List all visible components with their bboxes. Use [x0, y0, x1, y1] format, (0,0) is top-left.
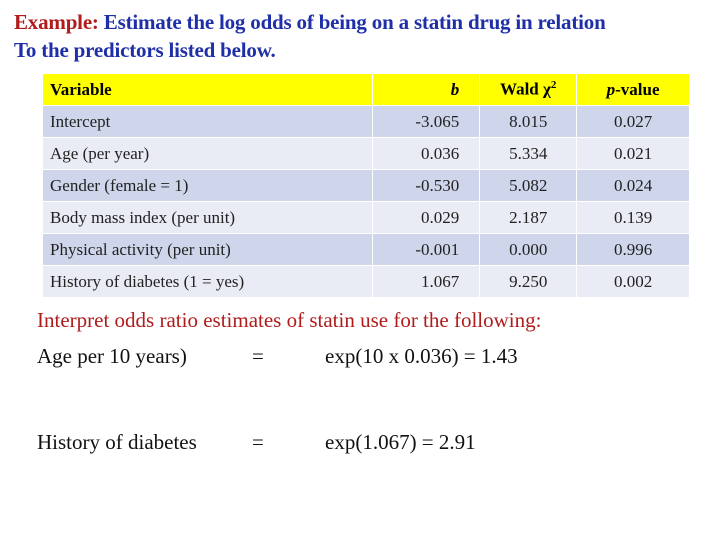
cell-wald: 5.334	[479, 137, 578, 170]
cell-p: 0.021	[576, 137, 690, 170]
cell-b: -0.001	[372, 233, 481, 266]
cell-variable: Age (per year)	[41, 137, 374, 170]
cell-wald: 0.000	[479, 233, 578, 266]
cell-p: 0.027	[576, 105, 690, 138]
header-wald-sup: 2	[550, 79, 557, 92]
result-label: History of diabetes	[37, 430, 197, 454]
table-row: History of diabetes (1 = yes) 1.067 9.250 0…	[41, 265, 690, 298]
table-row: Gender (female = 1) -0.530 5.082 0.024	[41, 169, 690, 202]
header-b: b	[372, 73, 481, 106]
header-variable: Variable	[41, 73, 374, 106]
cell-b: 1.067	[372, 265, 481, 298]
result-equals: =	[252, 430, 264, 454]
header-p-rest: -value	[615, 79, 660, 99]
cell-wald: 5.082	[479, 169, 578, 202]
slide-title: Example: Estimate the log odds of being …	[14, 8, 606, 64]
cell-p: 0.139	[576, 201, 690, 234]
table-row: Body mass index (per unit) 0.029 2.187 0.13…	[41, 201, 690, 234]
regression-table: Variable b Wald χ2 p-value Intercept -3.0…	[41, 73, 690, 298]
result-label: Age per 10 years)	[37, 344, 187, 368]
cell-wald: 9.250	[479, 265, 578, 298]
title-line2: To the predictors listed below.	[14, 38, 276, 62]
header-p-value: p-value	[576, 73, 690, 106]
cell-variable: Physical activity (per unit)	[41, 233, 374, 266]
cell-p: 0.024	[576, 169, 690, 202]
header-wald: Wald χ2	[479, 73, 578, 106]
cell-b: 0.036	[372, 137, 481, 170]
result-equals: =	[252, 344, 264, 368]
header-b-text: b	[450, 79, 460, 99]
table-row: Intercept -3.065 8.015 0.027	[41, 105, 690, 138]
cell-variable: Intercept	[41, 105, 374, 138]
result-expression: exp(10 x 0.036) = 1.43	[325, 344, 518, 368]
cell-variable: Body mass index (per unit)	[41, 201, 374, 234]
cell-wald: 8.015	[479, 105, 578, 138]
header-p-italic: p	[606, 79, 616, 99]
cell-b: -0.530	[372, 169, 481, 202]
table-row: Physical activity (per unit) -0.001 0.000 0…	[41, 233, 690, 266]
cell-wald: 2.187	[479, 201, 578, 234]
table-row: Age (per year) 0.036 5.334 0.021	[41, 137, 690, 170]
cell-p: 0.996	[576, 233, 690, 266]
cell-b: -3.065	[372, 105, 481, 138]
result-expression: exp(1.067) = 2.91	[325, 430, 476, 454]
title-line1: Estimate the log odds of being on a stat…	[98, 10, 606, 34]
header-wald-text: Wald χ	[500, 79, 551, 99]
cell-variable: History of diabetes (1 = yes)	[41, 265, 374, 298]
cell-variable: Gender (female = 1)	[41, 169, 374, 202]
title-prefix: Example:	[14, 10, 99, 34]
cell-b: 0.029	[372, 201, 481, 234]
interpret-heading: Interpret odds ratio estimates of statin…	[37, 308, 542, 332]
table-header: Variable b Wald χ2 p-value	[41, 73, 690, 106]
cell-p: 0.002	[576, 265, 690, 298]
